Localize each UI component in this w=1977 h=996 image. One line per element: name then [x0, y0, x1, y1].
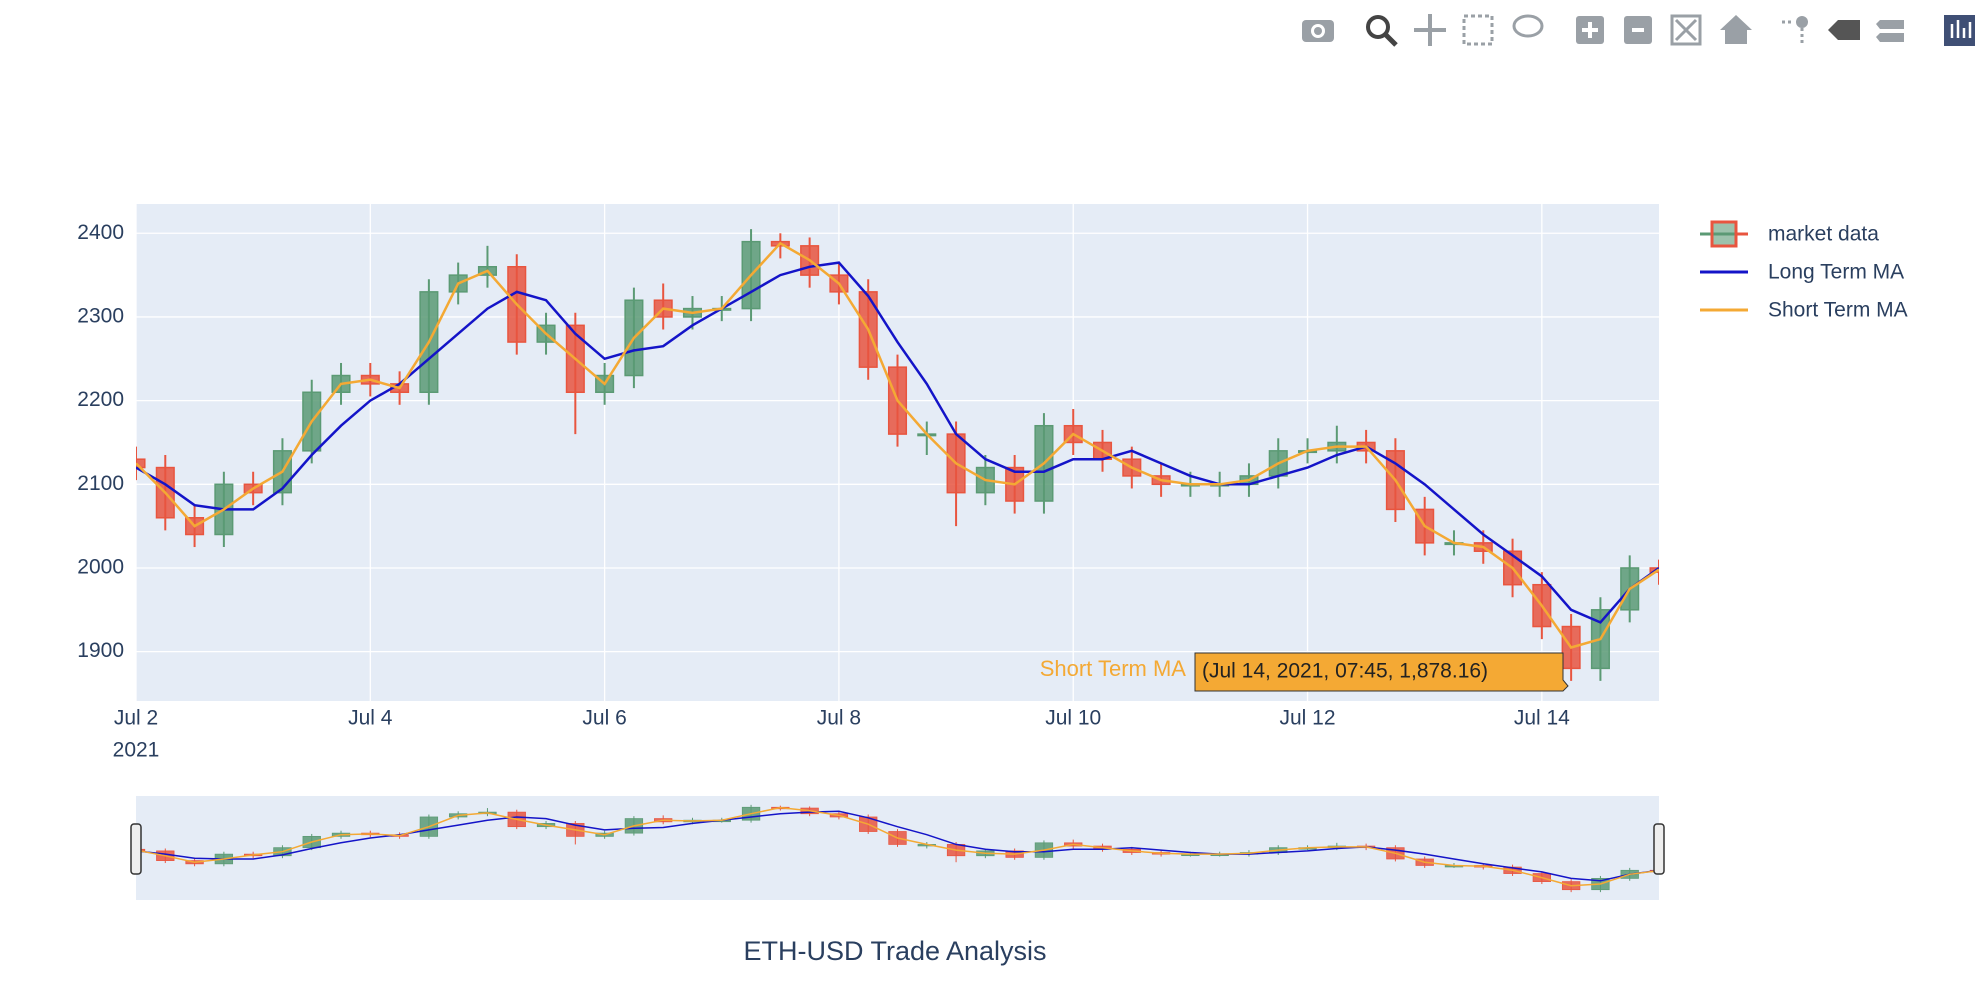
x-tick-label: Jul 6 [582, 707, 626, 730]
x-tick-label: Jul 14 [1514, 707, 1570, 730]
ma-line [136, 261, 1659, 624]
legend-label: Long Term MA [1768, 261, 1904, 284]
x-tick-label: Jul 10 [1045, 707, 1101, 730]
hover-name: Short Term MA [1040, 656, 1187, 681]
y-tick-label: 1900 [77, 639, 124, 662]
zoom-button[interactable] [1366, 15, 1398, 47]
y-tick-label: 2300 [77, 305, 124, 328]
range-slider-background[interactable] [136, 796, 1659, 900]
hover-label: (Jul 14, 2021, 07:45, 1,878.16) Short Ter… [1040, 652, 1569, 692]
zoom-in-button[interactable] [1576, 16, 1604, 44]
x-year-label: 2021 [113, 739, 160, 762]
hover-closest-button[interactable] [1828, 20, 1860, 40]
x-tick-label: Jul 4 [348, 707, 393, 730]
ma-line [136, 241, 1659, 649]
pan-button[interactable] [1414, 14, 1446, 46]
box-select-button[interactable] [1462, 14, 1494, 46]
y-tick-label: 2000 [77, 556, 124, 579]
chart-title: ETH-USD Trade Analysis [743, 936, 1046, 966]
range-slider-handle[interactable] [130, 823, 142, 875]
toolbar [1302, 14, 1975, 47]
spike-lines-button[interactable] [1782, 16, 1808, 44]
y-tick-label: 2400 [77, 221, 124, 244]
axes: 1900 2000 2100 2200 2300 2400 Jul 2 2021 Jul 4 Ju… [77, 221, 1570, 762]
range-slider-handle[interactable] [1653, 823, 1665, 875]
legend: market data Long Term MA Short Term MA [1700, 220, 1908, 322]
legend-label: market data [1768, 223, 1879, 246]
y-tick-label: 2200 [77, 388, 124, 411]
plot-background [136, 204, 1659, 701]
reset-axes-button[interactable] [1720, 15, 1752, 44]
y-tick-label: 2100 [77, 472, 124, 495]
autoscale-button[interactable] [1670, 14, 1702, 46]
hover-text: (Jul 14, 2021, 07:45, 1,878.16) [1202, 660, 1488, 683]
plot-area [136, 229, 1659, 681]
zoom-out-button[interactable] [1624, 16, 1652, 44]
x-tick-label: Jul 2 [114, 707, 158, 730]
hover-compare-button[interactable] [1876, 20, 1904, 42]
ma-line [136, 810, 1659, 882]
ma-line [136, 806, 1659, 887]
hover-box [1194, 652, 1569, 692]
lasso-select-button[interactable] [1512, 14, 1544, 38]
plotly-logo[interactable] [1944, 15, 1975, 46]
candle-body [136, 458, 146, 469]
legend-label: Short Term MA [1768, 299, 1908, 322]
camera-button[interactable] [1302, 20, 1334, 42]
legend-swatch [1710, 220, 1738, 248]
range-slider [136, 804, 1659, 893]
x-tick-label: Jul 12 [1280, 707, 1336, 730]
x-tick-label: Jul 8 [817, 707, 861, 730]
range-slider-handles[interactable] [130, 823, 1665, 875]
